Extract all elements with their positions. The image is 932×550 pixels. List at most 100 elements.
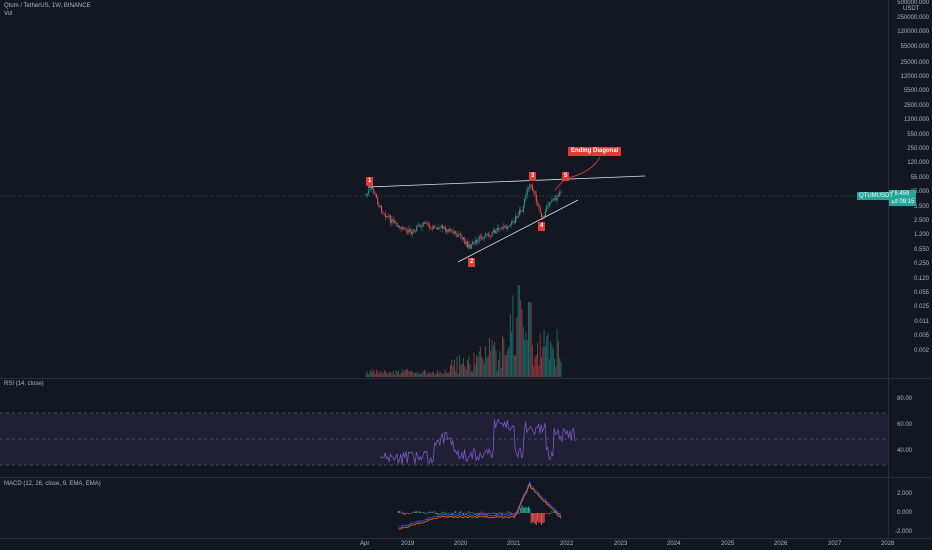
- candle-body: [451, 229, 453, 232]
- macd-histogram-bar: [440, 512, 442, 514]
- symbol-legend[interactable]: Qtum / TetherUS, 1W, BINANCE: [4, 3, 91, 9]
- macd-histogram-bar: [502, 513, 503, 515]
- candle-body: [505, 227, 507, 230]
- pane-separator[interactable]: [0, 378, 932, 379]
- wave-label-3[interactable]: 3: [529, 172, 537, 181]
- volume-bar: [546, 336, 548, 377]
- candle-body: [492, 230, 494, 232]
- macd-histogram-bar: [534, 513, 536, 525]
- rsi-legend[interactable]: RSI (14, close): [4, 381, 44, 387]
- wave-label-2[interactable]: 2: [468, 258, 476, 267]
- macd-histogram-bar: [533, 513, 535, 523]
- candle-body: [491, 231, 493, 237]
- macd-histogram-bar: [409, 512, 411, 514]
- candle-body: [463, 237, 464, 240]
- wave-label-1[interactable]: 1: [366, 177, 374, 186]
- macd-histogram-bar: [520, 507, 522, 513]
- volume-bar: [437, 369, 438, 377]
- macd-histogram-bar: [495, 513, 497, 515]
- macd-tick: 0.000: [897, 510, 913, 516]
- macd-histogram-bar: [422, 512, 424, 513]
- macd-histogram-bar: [476, 513, 477, 514]
- macd-histogram-bar: [469, 512, 471, 513]
- candle-body: [400, 227, 402, 230]
- macd-histogram-bar: [446, 512, 448, 514]
- price-axis[interactable]: USDT 500000.000 250000.000 120000.000 55000…: [888, 0, 932, 378]
- macd-histogram-bar: [420, 511, 422, 513]
- lower-trendline: [457, 199, 579, 263]
- candle-body: [550, 202, 552, 204]
- candle-body: [534, 190, 536, 195]
- candle-body: [424, 222, 425, 224]
- candle-body: [442, 225, 444, 229]
- candle-body: [524, 198, 526, 205]
- macd-histogram-bar: [491, 513, 493, 514]
- candle-body: [507, 226, 509, 230]
- candle-body: [515, 216, 516, 223]
- candle-body: [541, 212, 542, 217]
- macd-axis[interactable]: 2.000 0.000 -2.000: [888, 478, 932, 538]
- macd-histogram-bar: [450, 512, 451, 514]
- volume-bar: [388, 372, 390, 377]
- volume-bar: [430, 373, 432, 377]
- time-tick: 2023: [614, 541, 628, 547]
- volume-bar: [386, 372, 388, 377]
- candle-body: [495, 230, 497, 234]
- candle-body: [404, 227, 406, 230]
- candle-body: [387, 216, 389, 218]
- ending-diagonal-callout[interactable]: Ending Diagonal: [568, 147, 622, 156]
- volume-bar: [456, 356, 458, 377]
- volume-bar: [405, 369, 407, 377]
- price-tick: 0.005: [913, 333, 929, 340]
- wave-label-5[interactable]: 5: [562, 172, 570, 181]
- macd-histogram-bar: [472, 512, 474, 513]
- macd-histogram-bar: [483, 512, 485, 514]
- macd-legend[interactable]: MACD (12, 26, close, 9, EMA, EMA): [4, 481, 101, 487]
- macd-histogram-bar: [464, 512, 466, 514]
- volume-bar: [446, 373, 448, 377]
- candle-body: [483, 236, 485, 239]
- volume-bar: [548, 359, 550, 377]
- volume-bar: [382, 373, 384, 377]
- candle-body: [526, 188, 528, 195]
- volume-bar: [487, 355, 489, 377]
- candle-body: [542, 216, 544, 218]
- volume-bar: [420, 373, 422, 377]
- candle-body: [535, 194, 537, 203]
- macd-histogram-bar: [518, 513, 520, 514]
- macd-histogram-bar: [411, 513, 412, 514]
- volume-bar: [379, 370, 381, 377]
- volume-bar: [492, 345, 494, 377]
- pane-separator[interactable]: [0, 477, 932, 478]
- time-axis[interactable]: Apr 2019 2020 2021 2022 2023 2024 2025 2026 2027 2…: [0, 539, 894, 550]
- volume-bar: [400, 372, 402, 377]
- candle-body: [377, 198, 379, 205]
- wave-label-4[interactable]: 4: [538, 222, 546, 231]
- candle-body: [388, 215, 390, 217]
- price-tick: 120000.000: [897, 29, 929, 35]
- candle-body: [556, 195, 558, 201]
- macd-histogram-bar: [459, 511, 461, 513]
- rsi-axis[interactable]: 80.00 60.00 40.00: [888, 379, 932, 477]
- macd-histogram-bar: [554, 511, 555, 513]
- macd-histogram-bar: [424, 513, 425, 514]
- candle-body: [503, 225, 505, 229]
- candle-body: [395, 222, 397, 224]
- candle-body: [520, 210, 522, 212]
- candle-body: [444, 226, 446, 232]
- candle-body: [485, 234, 487, 237]
- candle-body: [557, 195, 559, 197]
- volume-legend[interactable]: Vol: [4, 11, 13, 17]
- macd-histogram-bar: [478, 513, 480, 515]
- candle-body: [383, 213, 385, 215]
- macd-histogram-bar: [456, 513, 458, 514]
- macd-histogram-bar: [468, 511, 470, 513]
- macd-histogram-bar: [522, 507, 524, 513]
- volume-bar: [539, 333, 541, 377]
- candle-body: [412, 229, 414, 235]
- volume-bar: [503, 338, 505, 377]
- volume-bar: [556, 329, 558, 377]
- candle-body: [518, 210, 520, 216]
- candle-body: [382, 212, 384, 214]
- volume-bar: [426, 374, 428, 377]
